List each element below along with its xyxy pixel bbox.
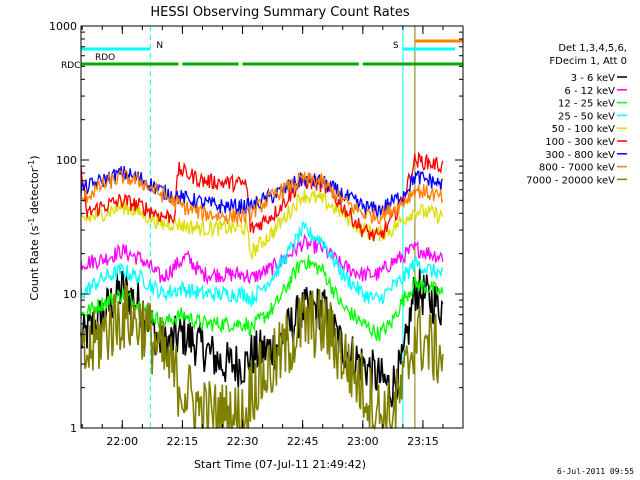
flag-marker-s: S xyxy=(393,41,399,51)
legend-label-3: 12 - 25 keV xyxy=(558,99,615,110)
y-tick-label-10: 10 xyxy=(63,288,77,301)
x-tick-label-2215: 22:15 xyxy=(167,435,199,448)
y-tick-label-100: 100 xyxy=(56,154,77,167)
legend: Det 1,3,4,5,6, FDecim 1, Att 0 3 - 6 keV 6 … xyxy=(526,43,627,186)
x-tick-label-2230: 22:30 xyxy=(227,435,259,448)
legend-label-9: 7000 - 20000 keV xyxy=(526,175,615,186)
x-axis-label: Start Time (07-Jul-11 21:49:42) xyxy=(194,458,366,471)
axes: 1 10 100 1000 22:00 22:15 22:30 22:45 23:00 23:15 xyxy=(49,20,464,448)
series-line-3 xyxy=(80,255,444,342)
flag-label-rdc: RDC xyxy=(61,61,80,71)
legend-label-1: 3 - 6 keV xyxy=(571,73,615,84)
legend-label-7: 300 - 800 keV xyxy=(545,150,615,161)
legend-header-1: Det 1,3,4,5,6, xyxy=(558,43,627,54)
flag-label-rdo: RDO xyxy=(95,53,115,63)
series-line-7 xyxy=(80,166,444,218)
flag-marker-n: N xyxy=(156,41,163,51)
series-line-6 xyxy=(80,151,444,242)
y-tick-label-1000: 1000 xyxy=(49,20,77,33)
generation-timestamp: 6-Jul-2011 09:55 xyxy=(556,467,634,476)
series-line-4 xyxy=(80,221,444,307)
x-tick-label-2315: 23:15 xyxy=(407,435,439,448)
legend-label-6: 100 - 300 keV xyxy=(545,137,615,148)
legend-label-2: 6 - 12 keV xyxy=(564,86,615,97)
y-tick-label-1: 1 xyxy=(70,422,77,435)
plot-frame xyxy=(80,25,464,429)
series-line-8 xyxy=(80,169,444,225)
series-line-2 xyxy=(80,233,444,285)
plot-area: RDO RDC N S xyxy=(61,26,464,431)
legend-label-4: 25 - 50 keV xyxy=(558,111,615,122)
legend-label-8: 800 - 7000 keV xyxy=(539,163,615,174)
y-axis-label: Count Rate (s-1 detector-1) xyxy=(27,155,41,300)
legend-label-5: 50 - 100 keV xyxy=(552,124,616,135)
x-tick-label-2200: 22:00 xyxy=(106,435,138,448)
x-tick-label-2245: 22:45 xyxy=(287,435,319,448)
series-line-5 xyxy=(80,189,444,260)
chart-title: HESSI Observing Summary Count Rates xyxy=(150,5,409,20)
legend-header-2: FDecim 1, Att 0 xyxy=(549,56,627,67)
x-tick-label-2300: 23:00 xyxy=(347,435,379,448)
